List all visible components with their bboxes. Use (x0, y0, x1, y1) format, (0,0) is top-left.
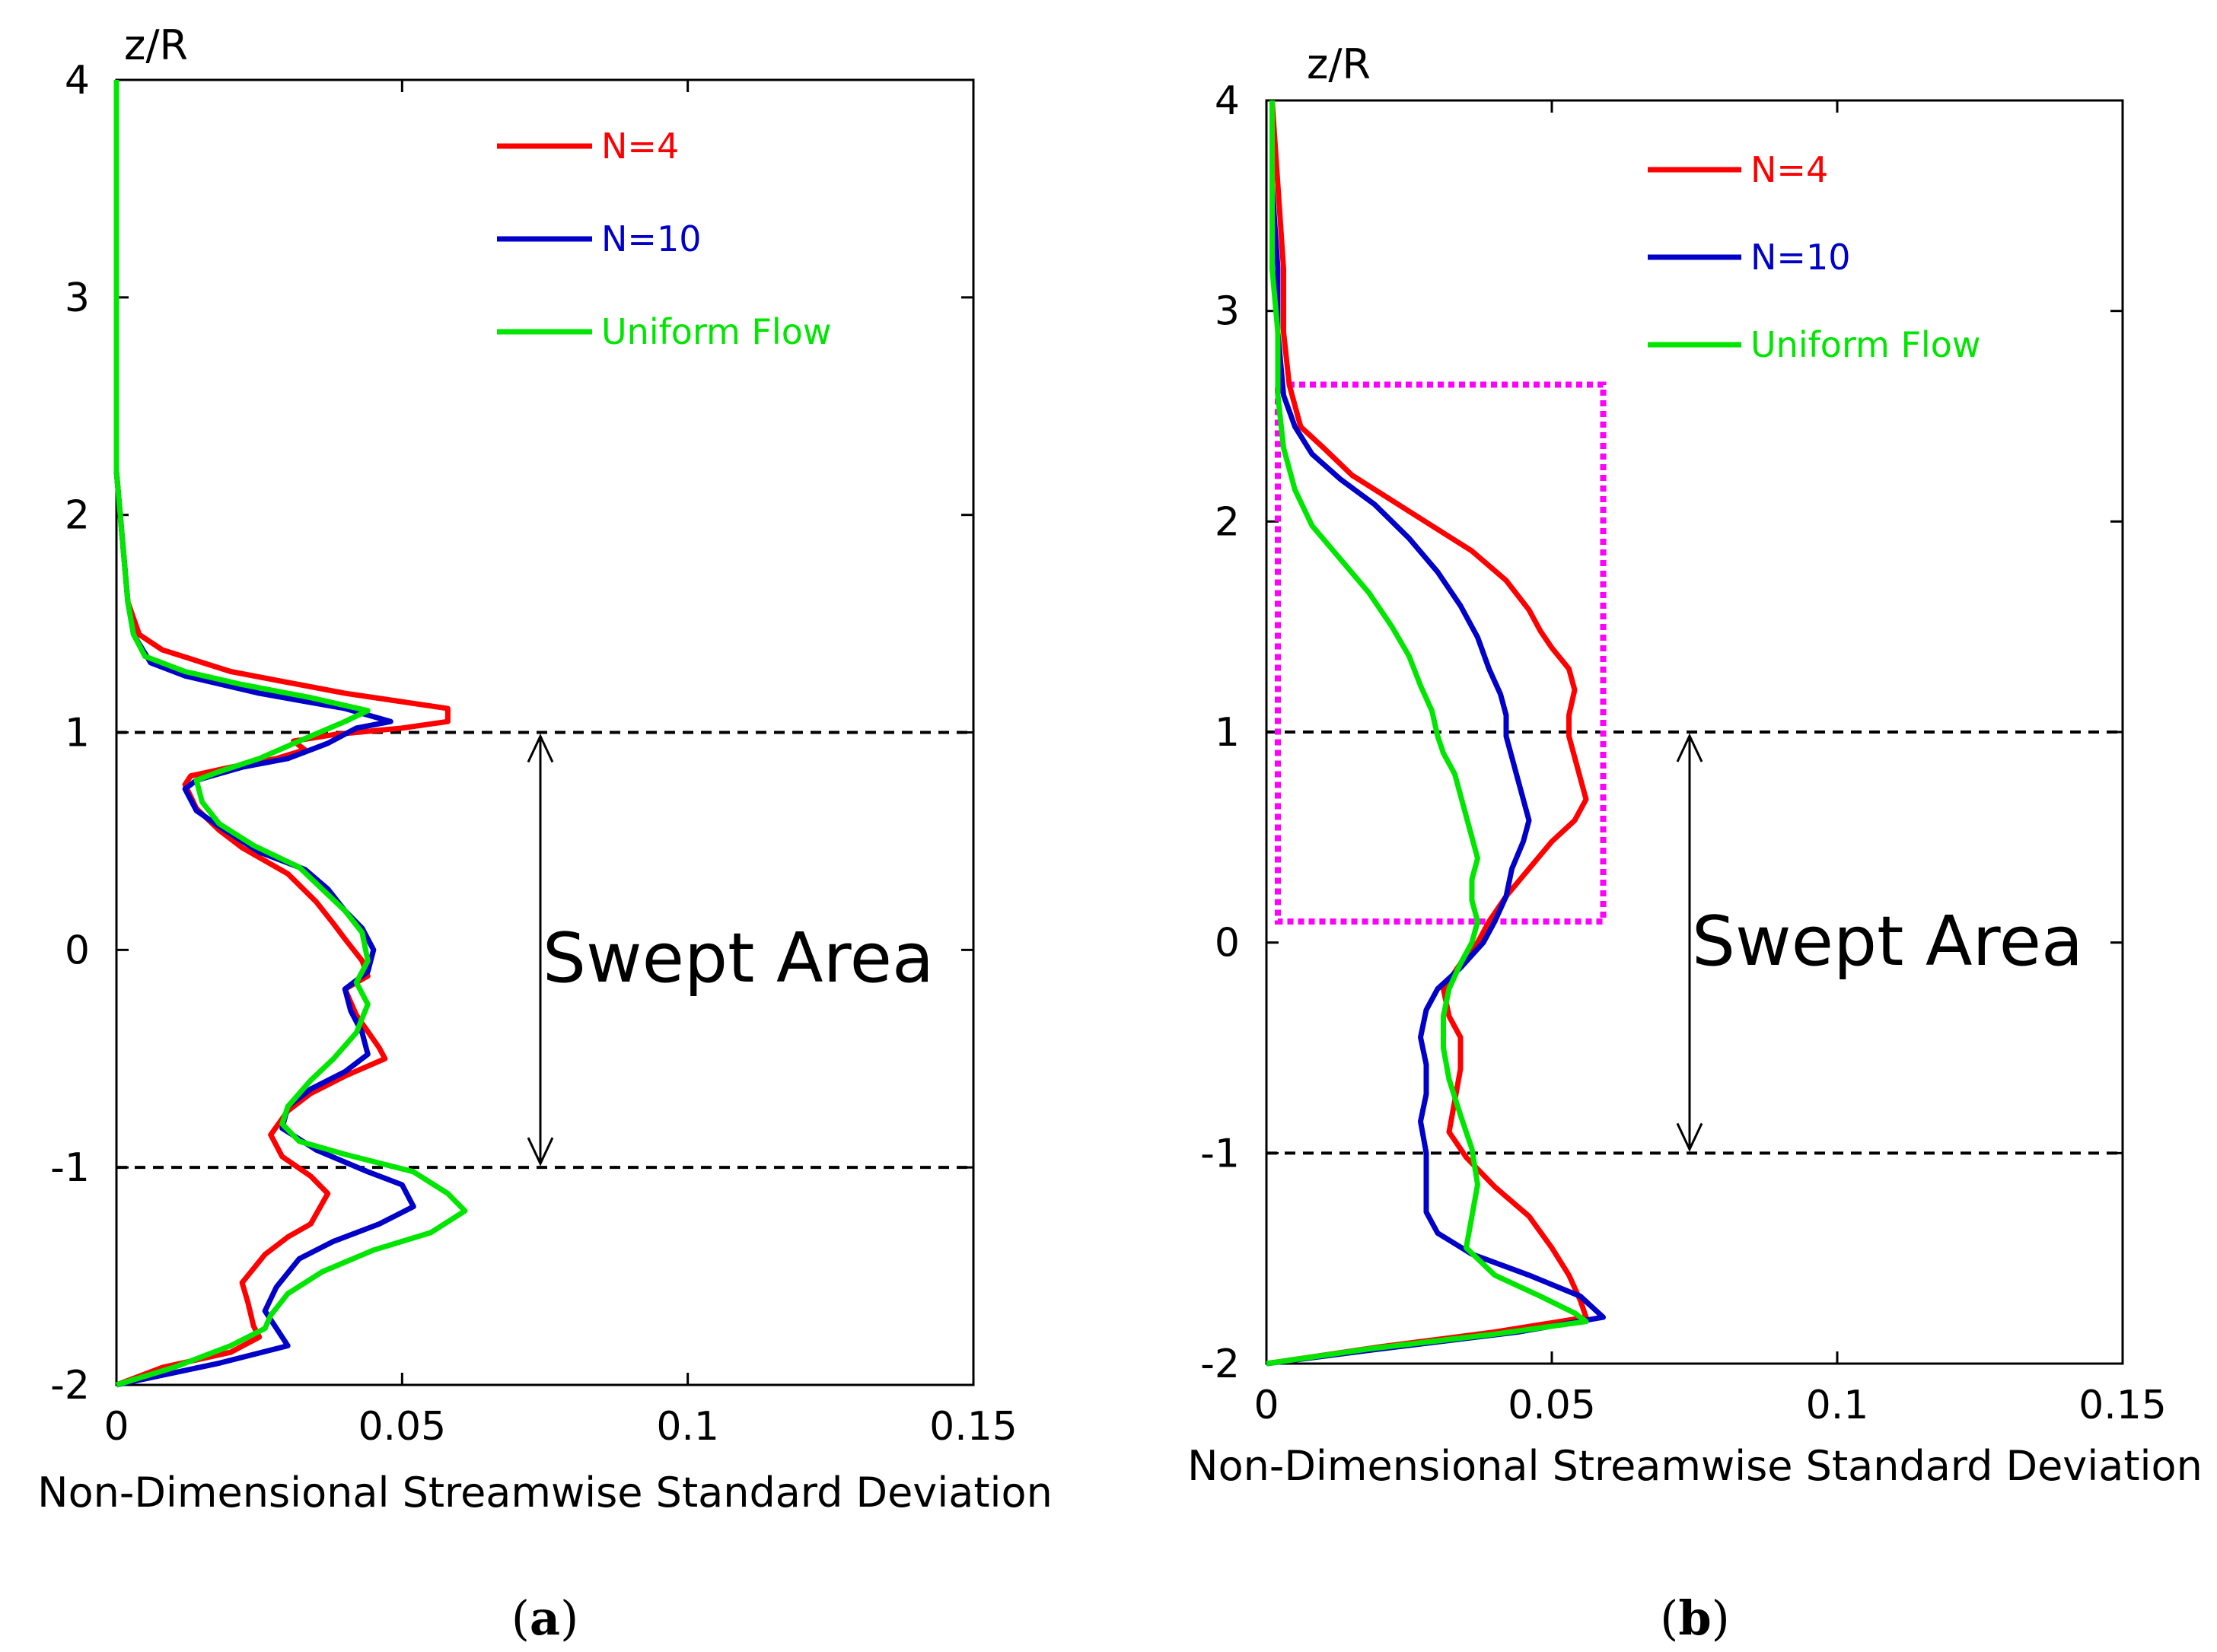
arrow-head-bottom (1676, 1122, 1703, 1152)
y-tick-label: 3 (65, 275, 90, 321)
y-tick-label: 0 (1215, 921, 1240, 966)
series-line-n-10 (113, 80, 416, 1388)
y-tick-label: 1 (1215, 710, 1240, 756)
legend-label: Uniform Flow (1750, 324, 1980, 365)
x-tick-label: 0 (1253, 1383, 1279, 1428)
legend-label: N=4 (1750, 149, 1828, 190)
y-tick-label: 1 (65, 711, 90, 756)
panel-label-paren: ) (560, 1590, 578, 1646)
x-tick-label: 0.1 (1806, 1383, 1869, 1428)
y-tick-label: -1 (50, 1145, 90, 1191)
series-line-uniform-flow (1266, 100, 1589, 1367)
x-tick-label: 0.05 (1508, 1383, 1596, 1428)
x-tick-label: 0 (104, 1404, 129, 1450)
arrow-head-top (527, 733, 554, 763)
x-tick-label: 0.15 (2078, 1383, 2167, 1428)
y-tick-label: 0 (65, 928, 90, 973)
x-axis-title: Non-Dimensional Streamwise Standard Devi… (37, 1469, 1053, 1517)
panel-label-letter: a (530, 1590, 560, 1646)
x-tick-label: 0.05 (358, 1404, 446, 1450)
highlight-box (1275, 381, 1607, 925)
legend-label: N=10 (601, 218, 702, 259)
panel-label-letter: b (1678, 1590, 1711, 1646)
panel-label: (a) (511, 1590, 579, 1646)
arrow-head-top (1676, 733, 1703, 762)
y-tick-label: 4 (65, 58, 90, 103)
y-axis-title: z/R (1307, 40, 1371, 88)
x-tick-label: 0.1 (656, 1404, 719, 1450)
y-tick-label: 2 (65, 493, 90, 539)
arrow-head-bottom (527, 1137, 554, 1167)
y-axis-title: z/R (124, 21, 188, 69)
panel-label: (b) (1660, 1590, 1730, 1646)
y-tick-label: -2 (50, 1363, 90, 1408)
legend-label: N=10 (1750, 237, 1851, 278)
panel-label-paren: ( (1660, 1590, 1678, 1646)
series-line-n-4 (113, 80, 451, 1388)
x-axis-title: Non-Dimensional Streamwise Standard Devi… (1187, 1442, 2203, 1490)
series-line-n-4 (1266, 100, 1589, 1367)
y-tick-label: 2 (1215, 499, 1240, 545)
panel-a: 0 0.05 0.1 0.15 -2 -1 0 1 2 3 4 z/R Non-Dimensional … (37, 21, 1053, 1646)
panel-label-paren: ) (1712, 1590, 1730, 1646)
legend-label: N=4 (601, 126, 679, 167)
y-tick-label: -1 (1200, 1131, 1240, 1176)
legend-label: Uniform Flow (601, 311, 831, 352)
x-tick-label: 0.15 (929, 1404, 1018, 1450)
swept-area-label: Swept Area (1692, 902, 2083, 982)
y-tick-label: 4 (1215, 78, 1240, 124)
swept-area-label: Swept Area (543, 918, 934, 998)
series-line-uniform-flow (113, 80, 468, 1388)
y-tick-label: 3 (1215, 289, 1240, 335)
series-line-n-10 (1266, 100, 1606, 1367)
panel-b: 0 0.05 0.1 0.15 -2 -1 0 1 2 3 4 z/R Non-Dimensional … (1187, 40, 2203, 1646)
y-tick-label: -2 (1200, 1342, 1240, 1387)
panel-label-paren: ( (511, 1590, 530, 1646)
